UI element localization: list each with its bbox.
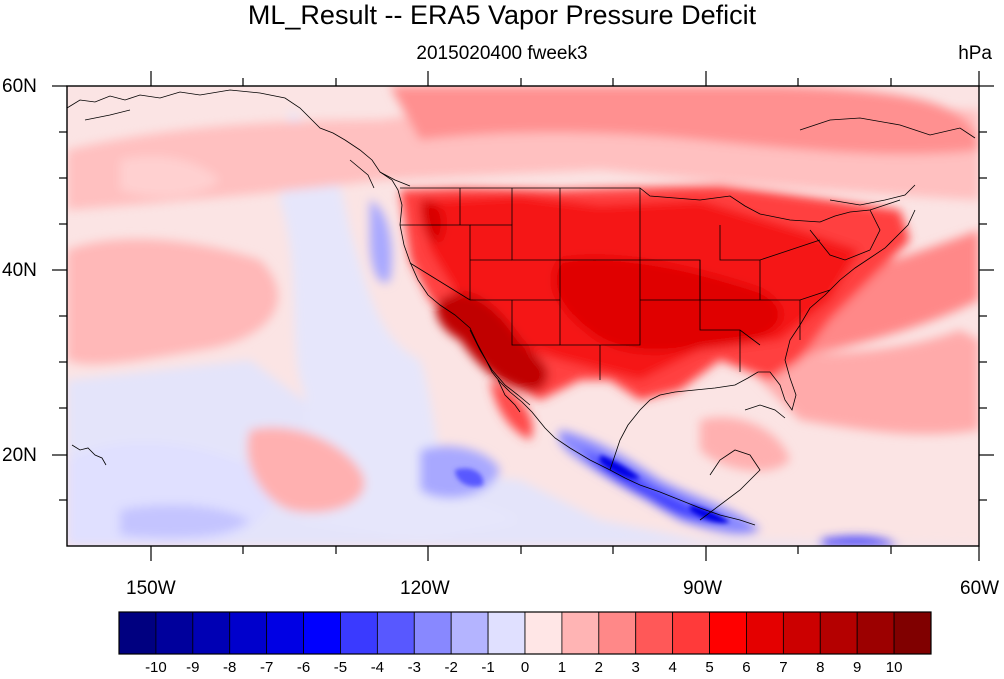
lon-label-150w: 150W — [126, 578, 176, 599]
colorbar-swatch — [229, 611, 268, 655]
colorbar-swatch — [340, 611, 378, 655]
colorbar-swatch — [819, 611, 858, 655]
lat-label-60n: 60N — [2, 76, 37, 97]
colorbar-swatch — [524, 611, 563, 655]
colorbar-tick-label: -8 — [223, 659, 237, 676]
colorbar-tick-label: 2 — [594, 659, 603, 676]
colorbar-swatch — [487, 611, 526, 655]
lon-label-60w: 60W — [960, 578, 1000, 599]
colorbar-swatch — [413, 611, 452, 655]
colorbar-tick-label: 8 — [816, 659, 825, 676]
colorbar-swatch — [672, 611, 710, 655]
colorbar-swatch — [192, 611, 231, 655]
colorbar-swatch — [635, 611, 674, 655]
colorbar-tick-label: 6 — [742, 659, 751, 676]
colorbar-swatch — [782, 611, 821, 655]
colorbar-tick-label: -1 — [481, 659, 495, 676]
lon-label-90w: 90W — [683, 578, 723, 599]
vpd-contour-field — [67, 86, 979, 546]
map-title: ML_Result -- ERA5 Vapor Pressure Deficit — [247, 0, 757, 30]
axis-ticks — [52, 71, 994, 561]
colorbar-swatch — [376, 611, 415, 655]
colorbar-swatch — [303, 611, 341, 655]
colorbar-tick-label: 1 — [557, 659, 567, 676]
colorbar-tick-label: -3 — [407, 659, 421, 676]
colorbar-tick-label: -9 — [186, 659, 200, 676]
colorbar-tick-label: 5 — [705, 659, 714, 676]
colorbar-swatch — [856, 611, 895, 655]
map-subtitle: 2015020400 fweek3 — [416, 43, 588, 64]
colorbar-swatch — [709, 611, 747, 655]
colorbar-swatch — [598, 611, 637, 655]
lon-label-120w: 120W — [400, 578, 450, 599]
lat-label-20n: 20N — [2, 445, 37, 466]
colorbar-tick-label: -4 — [370, 659, 385, 676]
colorbar-frame — [118, 611, 932, 655]
units-label: hPa — [958, 43, 992, 64]
colorbar-tick-label: -7 — [259, 659, 274, 676]
colorbar — [118, 611, 932, 655]
colorbar-swatch — [450, 611, 489, 655]
lat-label-40n: 40N — [2, 260, 37, 281]
colorbar-tick-label: 3 — [631, 659, 640, 676]
colorbar-tick-label: 7 — [779, 659, 788, 676]
colorbar-swatch — [118, 611, 157, 655]
coastlines-borders — [67, 89, 976, 526]
colorbar-swatch — [155, 611, 194, 655]
colorbar-tick-label: -6 — [296, 659, 311, 676]
colorbar-tick-label: 9 — [853, 659, 862, 676]
colorbar-tick-label: -5 — [333, 659, 348, 676]
colorbar-swatch — [561, 611, 600, 655]
colorbar-tick-label: 10 — [885, 659, 903, 676]
colorbar-swatch — [266, 611, 304, 655]
colorbar-tick-label: -2 — [444, 659, 458, 676]
colorbar-tick-label: 0 — [520, 659, 530, 676]
colorbar-tick-label: -10 — [145, 659, 167, 676]
colorbar-swatch — [893, 611, 932, 655]
colorbar-swatch — [746, 611, 784, 655]
colorbar-tick-label: 4 — [668, 659, 677, 676]
